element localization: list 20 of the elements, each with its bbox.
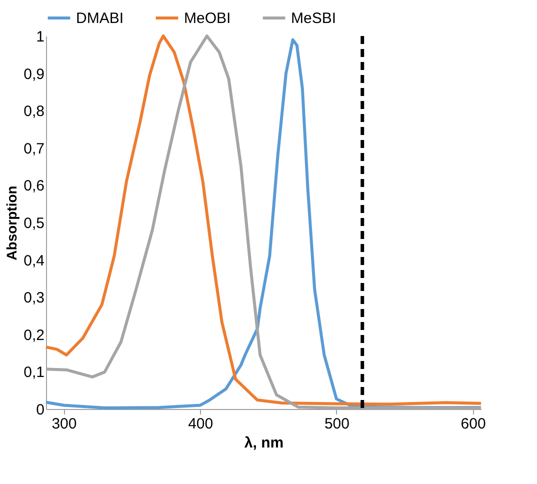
y-tick-label: 0,8 [24, 103, 44, 120]
legend-label: MeOBI [184, 10, 231, 27]
y-axis-title: Absorption [4, 186, 20, 260]
y-tick-label: 0,4 [24, 252, 44, 270]
y-tick-label: 0 [36, 402, 44, 418]
x-tick-label: 500 [324, 416, 350, 432]
x-tick-label: 400 [188, 416, 214, 432]
y-tick-label: 0,9 [24, 66, 44, 83]
y-tick-label: 0,6 [24, 178, 44, 195]
y-tick-label: 0,3 [24, 290, 44, 307]
y-tick-label: 1 [36, 28, 44, 46]
y-tick-label: 0,5 [24, 215, 44, 232]
y-tick-label: 0,1 [24, 364, 44, 382]
legend-label: DMABI [76, 10, 124, 27]
x-tick-label: 600 [460, 416, 486, 432]
y-tick-label: 0,7 [24, 140, 44, 158]
x-axis-title: λ, nm [244, 434, 284, 452]
y-tick-label: 0,2 [24, 326, 44, 344]
x-tick-label: 300 [52, 416, 77, 432]
legend-label: MeSBI [291, 10, 336, 27]
